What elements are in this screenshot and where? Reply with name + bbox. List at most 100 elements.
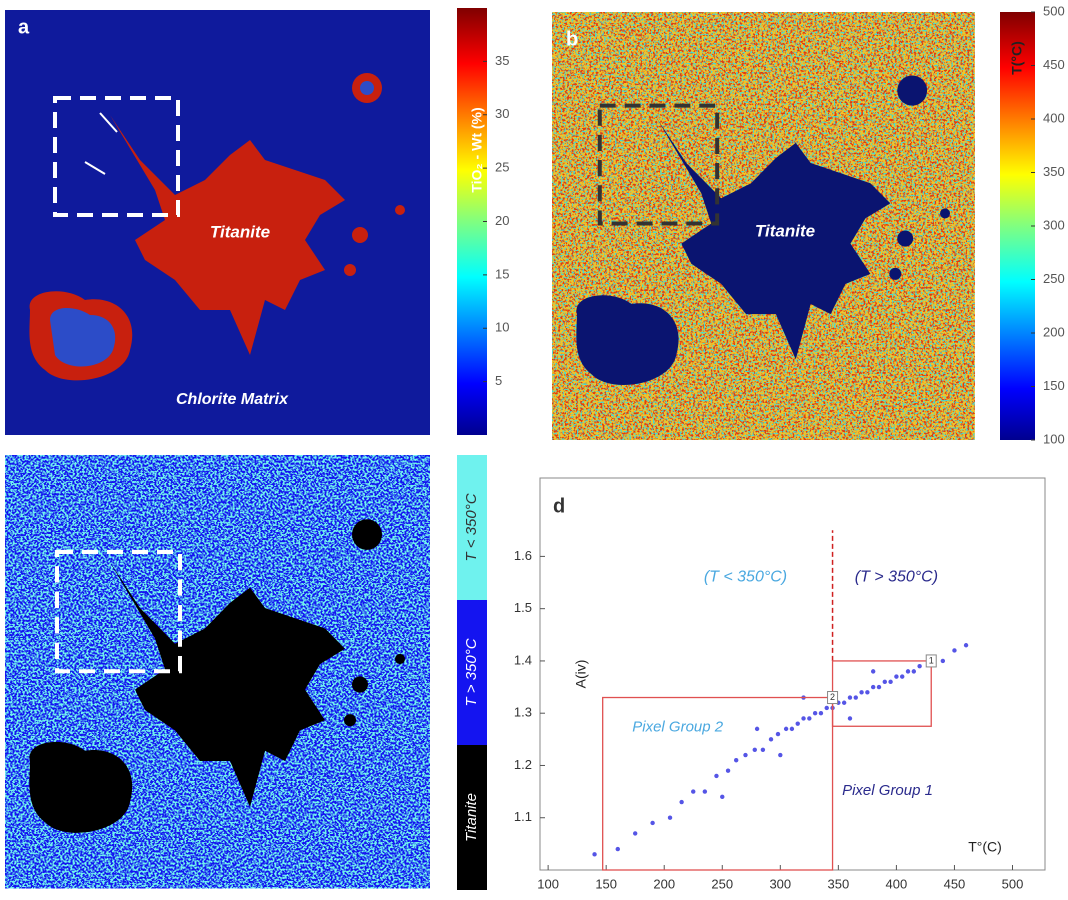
point [883,680,887,684]
point [691,789,695,793]
panel-label: a [18,16,30,38]
colorbar-tick-label: 35 [495,53,509,68]
colorbar-tick-label: 450 [1043,57,1065,72]
point [871,669,875,673]
colorbar-tick-label: 25 [495,160,509,175]
point [790,727,794,731]
colorbar-tick-label: 100 [1043,431,1065,446]
point [888,680,892,684]
point [865,690,869,694]
region-marker: 2 [830,692,835,702]
point [796,721,800,725]
x-tick-label: 300 [769,876,791,891]
colorbar-tick-label: 20 [495,213,509,228]
colorbar-tick-label: 200 [1043,324,1065,339]
point [854,695,858,699]
plot-area [540,478,1045,870]
point [801,716,805,720]
point [679,800,683,804]
colorbar-tick-label: 30 [495,106,509,121]
point [650,821,654,825]
colorbar-tick-label: 400 [1043,110,1065,125]
point [592,852,596,856]
point [848,716,852,720]
point [813,711,817,715]
x-tick-label: 200 [653,876,675,891]
colorbar [457,8,487,435]
colorbar-tick-label: 350 [1043,164,1065,179]
x-tick-label: 100 [537,876,559,891]
point [906,669,910,673]
point [819,711,823,715]
panel-label: b [566,28,578,50]
y-tick-label: 1.1 [514,809,532,824]
point [842,701,846,705]
point [941,659,945,663]
point [743,753,747,757]
x-tick-label: 350 [828,876,850,891]
colorbar [1000,12,1035,440]
y-tick-label: 1.4 [514,652,532,667]
point [761,748,765,752]
y-tick-label: 1.6 [514,548,532,563]
point [807,716,811,720]
point [668,816,672,820]
point [720,795,724,799]
x-axis-label: T°(C) [968,839,1002,855]
x-tick-label: 150 [595,876,617,891]
class-label: Titanite [463,793,480,842]
point [714,774,718,778]
annotation: (T > 350°C) [855,569,938,586]
class-colorbar: T < 350°C T > 350°C Titanite [457,455,487,890]
point [776,732,780,736]
point [952,648,956,652]
point [859,690,863,694]
colorbar-label: T(°C) [1009,41,1025,75]
x-tick-label: 450 [944,876,966,891]
colorbar-tick-label: 5 [495,373,502,388]
point [825,706,829,710]
colorbar-tick-label: 300 [1043,217,1065,232]
class-label: T > 350°C [463,638,480,706]
colorbar-label: TiO₂ - Wt (%) [469,107,485,192]
point [784,727,788,731]
point [871,685,875,689]
annotation: (T < 350°C) [704,569,787,586]
region-marker: 1 [929,655,934,665]
class-label: T < 350°C [463,493,480,561]
annotation: Titanite [755,221,815,240]
point [848,695,852,699]
point [703,789,707,793]
annotation: Chlorite Matrix [176,391,289,408]
point [726,768,730,772]
region-label: Pixel Group 2 [632,718,724,735]
point [769,737,773,741]
colorbar-tick-label: 15 [495,266,509,281]
point [877,685,881,689]
point [734,758,738,762]
point [778,753,782,757]
colorbar-tick-label: 500 [1043,3,1065,18]
region-label: Pixel Group 1 [842,782,933,799]
point [900,674,904,678]
map-c [5,455,430,889]
point [894,674,898,678]
x-tick-label: 500 [1002,876,1024,891]
figure: a Titanite Chlorite Matrix TiO₂ - Wt (%)… [0,0,1068,895]
point [964,643,968,647]
colorbar-tick-label: 10 [495,320,509,335]
point [912,669,916,673]
point [633,831,637,835]
point [755,727,759,731]
annotation: Titanite [210,222,270,241]
colorbar-tick-label: 150 [1043,378,1065,393]
y-axis-label: A(iv) [573,660,589,689]
colorbar-tick-label: 250 [1043,271,1065,286]
panel-label: d [553,495,565,517]
y-tick-label: 1.2 [514,757,532,772]
point [917,664,921,668]
y-tick-label: 1.3 [514,705,532,720]
point [616,847,620,851]
x-tick-label: 250 [711,876,733,891]
x-tick-label: 400 [886,876,908,891]
